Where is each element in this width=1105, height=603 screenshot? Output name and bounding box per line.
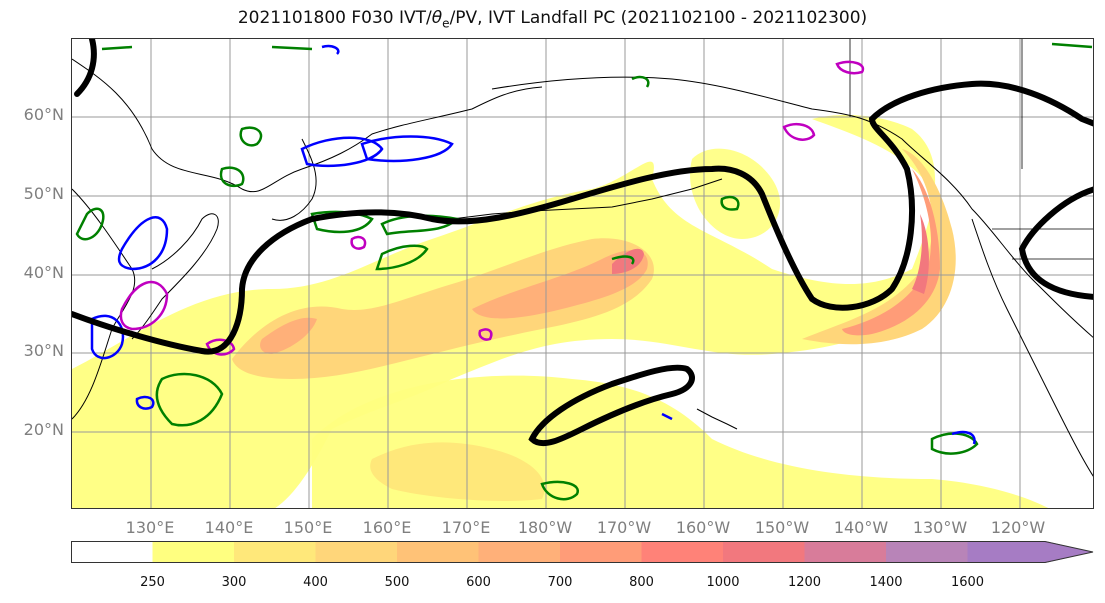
colorbar-cell <box>560 541 642 563</box>
lon-label-160w: 160°W <box>675 518 731 537</box>
lon-label-140e: 140°E <box>204 518 254 537</box>
colorbar-tick-label: 600 <box>466 575 491 590</box>
colorbar-cells <box>71 541 1094 563</box>
ivt-band-300c <box>370 442 545 501</box>
lat-label-60n: 60°N <box>23 105 64 124</box>
colorbar-tick-label: 300 <box>221 575 247 590</box>
coast-westcoast <box>971 218 1093 477</box>
pv-contour-nw <box>74 39 97 97</box>
colorbar-tick-label: 1400 <box>869 575 903 590</box>
blue-contours <box>90 44 976 445</box>
ivt-band-600c <box>842 169 940 336</box>
lon-label-130w: 130°W <box>912 518 968 537</box>
ivt-band-300 <box>232 238 654 379</box>
colorbar-tick-label: 1200 <box>787 575 822 590</box>
lon-label-170e: 170°E <box>441 518 491 537</box>
green-contours <box>75 42 1093 501</box>
lon-label-140w: 140°W <box>833 518 889 537</box>
colorbar-cell <box>478 541 561 563</box>
ivt-core-2 <box>912 214 929 294</box>
title-theta: θ <box>431 8 443 28</box>
colorbar-tick-label: 1000 <box>706 575 740 590</box>
coast-asia-2 <box>72 188 136 420</box>
lon-label-130e: 130°E <box>125 518 175 537</box>
coast-alaska <box>491 76 1093 338</box>
title-theta-sub: e <box>442 16 450 31</box>
colorbar-cell <box>641 541 724 563</box>
pv-contour-loop <box>528 364 695 447</box>
lon-label-150w: 150°W <box>754 518 810 537</box>
coast-kamchatka <box>271 138 317 221</box>
lon-label-180w: 180°W <box>517 518 573 537</box>
lon-label-120w: 120°W <box>990 518 1046 537</box>
colorbar-cell <box>315 541 398 563</box>
colorbar-extend-arrow <box>967 541 1093 563</box>
coastlines <box>72 58 1093 477</box>
colorbar-tick-label: 400 <box>303 575 328 590</box>
pv-contour-main <box>72 80 1093 355</box>
colorbar-outline <box>71 541 1094 563</box>
ivt-band-600b <box>260 317 317 354</box>
colorbar-cell <box>886 541 968 563</box>
coast-asia <box>72 58 543 193</box>
lon-label-170w: 170°W <box>596 518 652 537</box>
ivt-shading <box>72 114 1049 508</box>
lon-label-160e: 160°E <box>362 518 412 537</box>
colorbar-cell <box>804 541 887 563</box>
colorbar-tick-label: 1600 <box>950 575 985 590</box>
ivt-band-600 <box>472 250 648 319</box>
colorbar-cell <box>71 541 153 563</box>
figure-title: 2021101800 F030 IVT/θe/PV, IVT Landfall … <box>0 8 1105 30</box>
pv-contour-east <box>1018 186 1093 300</box>
lat-label-50n: 50°N <box>23 184 64 203</box>
ivt-core-1 <box>612 248 644 274</box>
coast-aleutians <box>451 178 723 220</box>
lon-label-150e: 150°E <box>283 518 333 537</box>
colorbar-tick-label: 700 <box>547 575 573 590</box>
lat-label-20n: 20°N <box>23 420 64 439</box>
map-panel <box>71 38 1094 509</box>
lat-label-30n: 30°N <box>23 341 64 360</box>
coast-japan <box>131 213 219 340</box>
colorbar-tick-label: 800 <box>629 575 654 590</box>
colorbar-cell <box>234 541 316 563</box>
colorbar-cell <box>723 541 805 563</box>
colorbar-cell <box>397 541 479 563</box>
colorbar-cell <box>152 541 235 563</box>
colorbar-tick-label: 500 <box>384 575 410 590</box>
colorbar <box>71 541 1094 563</box>
map-canvas <box>72 39 1093 508</box>
colorbar-tick-label: 250 <box>140 575 165 590</box>
coast-hawaii <box>696 408 738 430</box>
lat-label-40n: 40°N <box>23 263 64 282</box>
title-suffix: /PV, IVT Landfall PC (2021102100 - 20211… <box>449 8 868 28</box>
pv-contours <box>72 39 1093 447</box>
title-prefix: 2021101800 F030 IVT/ <box>237 8 432 28</box>
